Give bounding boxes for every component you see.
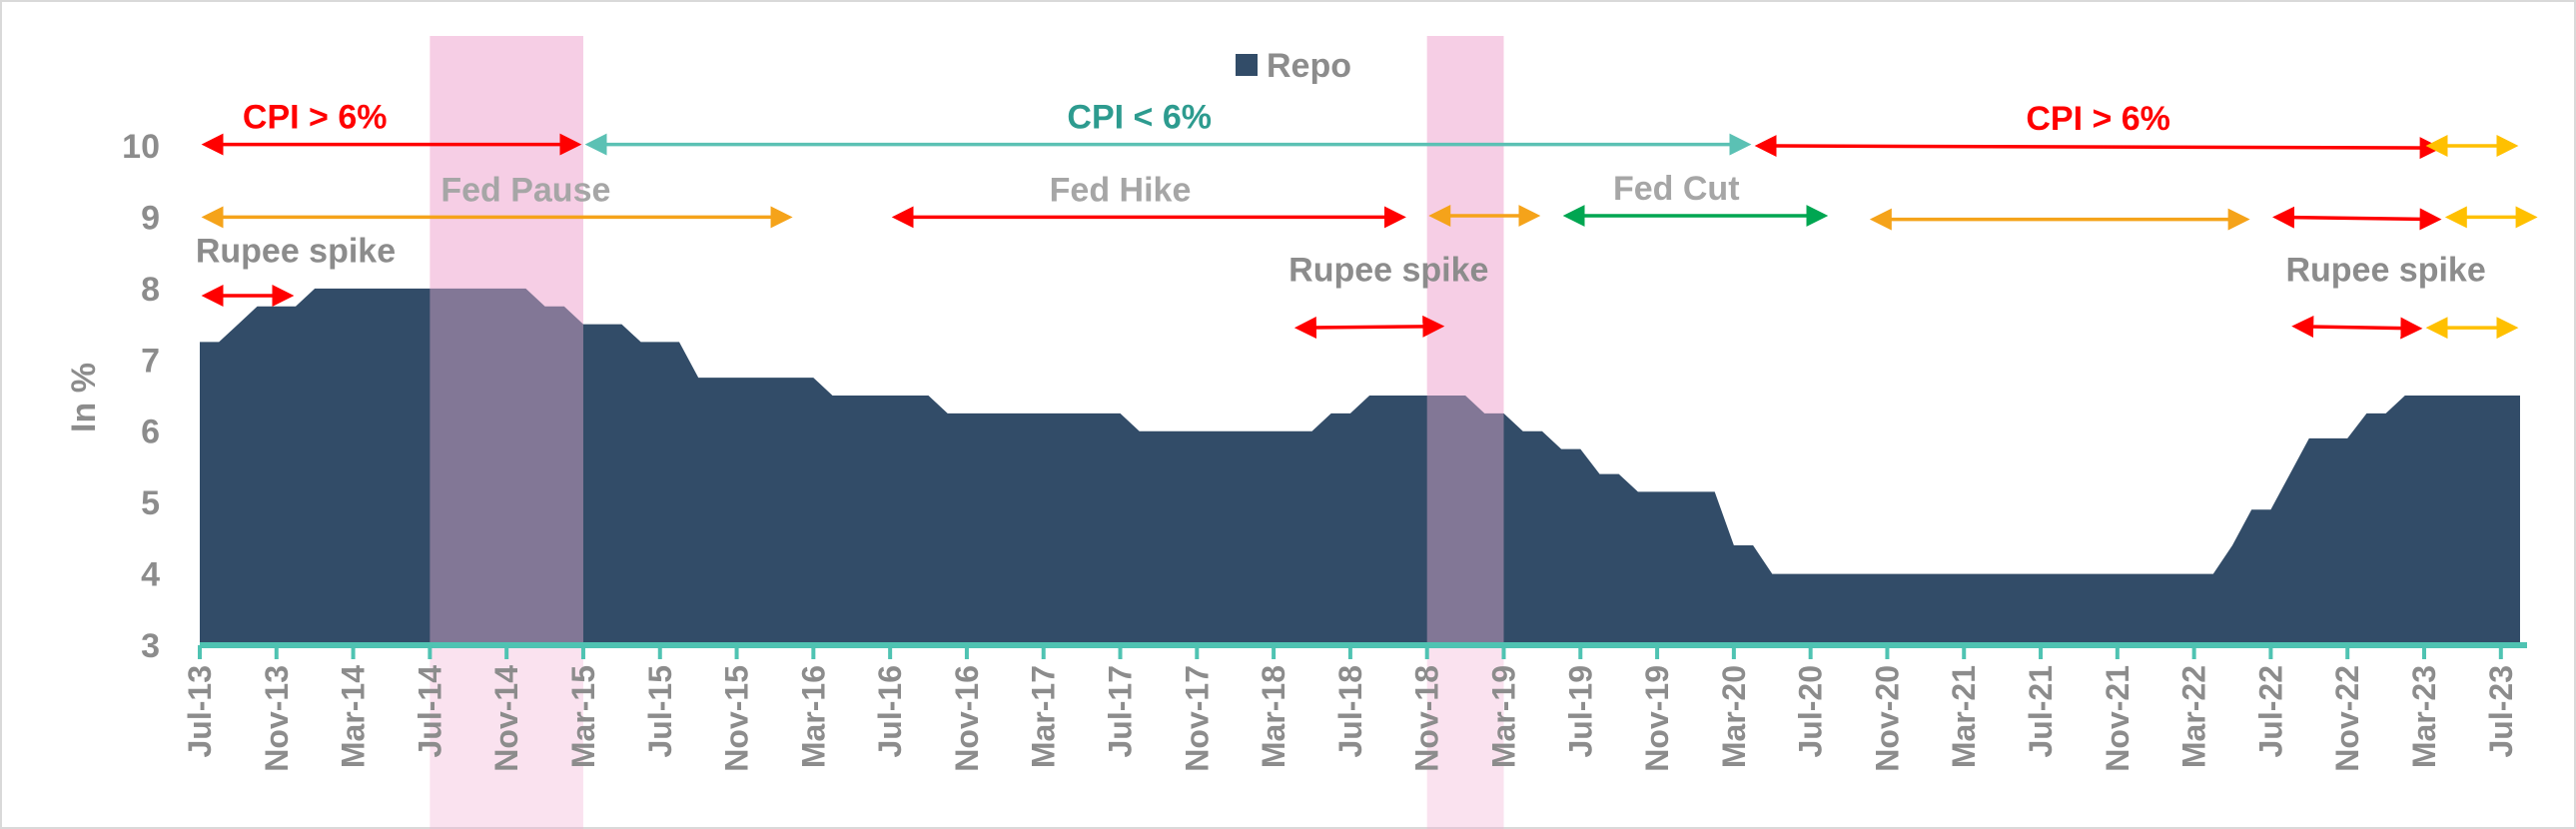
fed-4-label: Fed Cut [1613, 170, 1740, 208]
y-tick-label: 8 [141, 271, 160, 309]
y-tick-label: 9 [141, 199, 160, 237]
x-tick-label: Mar-21 [1946, 665, 1982, 768]
shaded-region-overlay-1 [429, 36, 583, 645]
x-tick-label: Mar-19 [1485, 665, 1521, 768]
y-tick-label: 4 [141, 556, 160, 594]
x-tick-label: Mar-20 [1716, 665, 1752, 768]
x-tick-label: Jul-20 [1793, 665, 1829, 757]
x-tick-label: Nov-18 [1409, 665, 1445, 772]
legend-label-repo: Repo [1267, 47, 1351, 85]
x-tick-label: Jul-14 [412, 665, 447, 758]
x-tick-label: Nov-17 [1179, 665, 1215, 772]
cpi-3-arrow [1754, 135, 2442, 160]
axes: 3 4 5 6 7 8 9 10 In % Jul-13 Nov-13 Mar-14 Jul-14 Nov… [65, 128, 2527, 772]
x-tick-label: Jul-16 [872, 665, 908, 757]
x-tick-label: Nov-13 [259, 665, 295, 772]
y-tick-label: 5 [141, 484, 160, 522]
cpi-2-label: CPI < 6% [1067, 99, 1212, 137]
rupee-2-label: Rupee spike [1288, 252, 1488, 290]
x-tick-label: Mar-17 [1026, 665, 1062, 768]
x-tick-label: Mar-22 [2176, 665, 2212, 768]
y-tick-label: 6 [141, 414, 160, 451]
x-tick-label: Mar-16 [795, 665, 831, 768]
repo-series [200, 288, 2520, 645]
fed-1-label: Fed Pause [440, 171, 610, 209]
rupee-2-arrow [1293, 315, 1445, 339]
rupee-3-arrow [2291, 316, 2423, 340]
x-tick-label: Jul-18 [1332, 665, 1368, 757]
legend: Repo [1236, 47, 1351, 85]
x-tick-label: Nov-20 [1869, 665, 1905, 772]
annotations: CPI > 6% CPI < 6% CPI > 6% Fed Pause Fed Hik… [196, 99, 2538, 340]
cpi-3-label: CPI > 6% [2026, 100, 2170, 138]
rupee-3-label: Rupee spike [2285, 252, 2485, 290]
x-tick-label: Jul-17 [1103, 665, 1139, 757]
fed-2-label: Fed Hike [1050, 171, 1192, 209]
x-tick-label: Nov-21 [2100, 665, 2136, 772]
y-axis-label: In % [65, 363, 103, 432]
shaded-region-overlay-2 [1426, 36, 1504, 645]
x-tick-label: Jul-13 [182, 665, 218, 757]
x-tick-label: Mar-18 [1256, 665, 1291, 768]
fed-6-arrow [2272, 206, 2442, 231]
y-tick-label: 3 [141, 627, 160, 665]
cpi-1-label: CPI > 6% [243, 99, 388, 137]
legend-swatch-repo [1236, 54, 1258, 76]
rupee-1-label: Rupee spike [196, 232, 396, 270]
repo-area [200, 288, 2520, 645]
x-tick-label: Nov-22 [2329, 665, 2365, 772]
x-tick-label: Jul-21 [2023, 665, 2059, 757]
x-tick-label: Nov-14 [488, 665, 524, 772]
x-tick-label: Mar-23 [2406, 665, 2442, 768]
x-tick-label: Jul-23 [2483, 665, 2519, 757]
x-tick-label: Jul-22 [2252, 665, 2288, 757]
x-tick-label: Jul-15 [642, 665, 678, 757]
x-tick-label: Nov-15 [719, 665, 755, 772]
x-tick-label: Nov-16 [949, 665, 985, 772]
x-tick-label: Mar-14 [336, 665, 372, 768]
y-tick-label: 7 [141, 342, 160, 380]
x-tick-label: Nov-19 [1639, 665, 1675, 772]
x-tick-label: Jul-19 [1562, 665, 1598, 757]
y-tick-label: 10 [122, 128, 160, 166]
x-tick-label: Mar-15 [565, 665, 601, 768]
